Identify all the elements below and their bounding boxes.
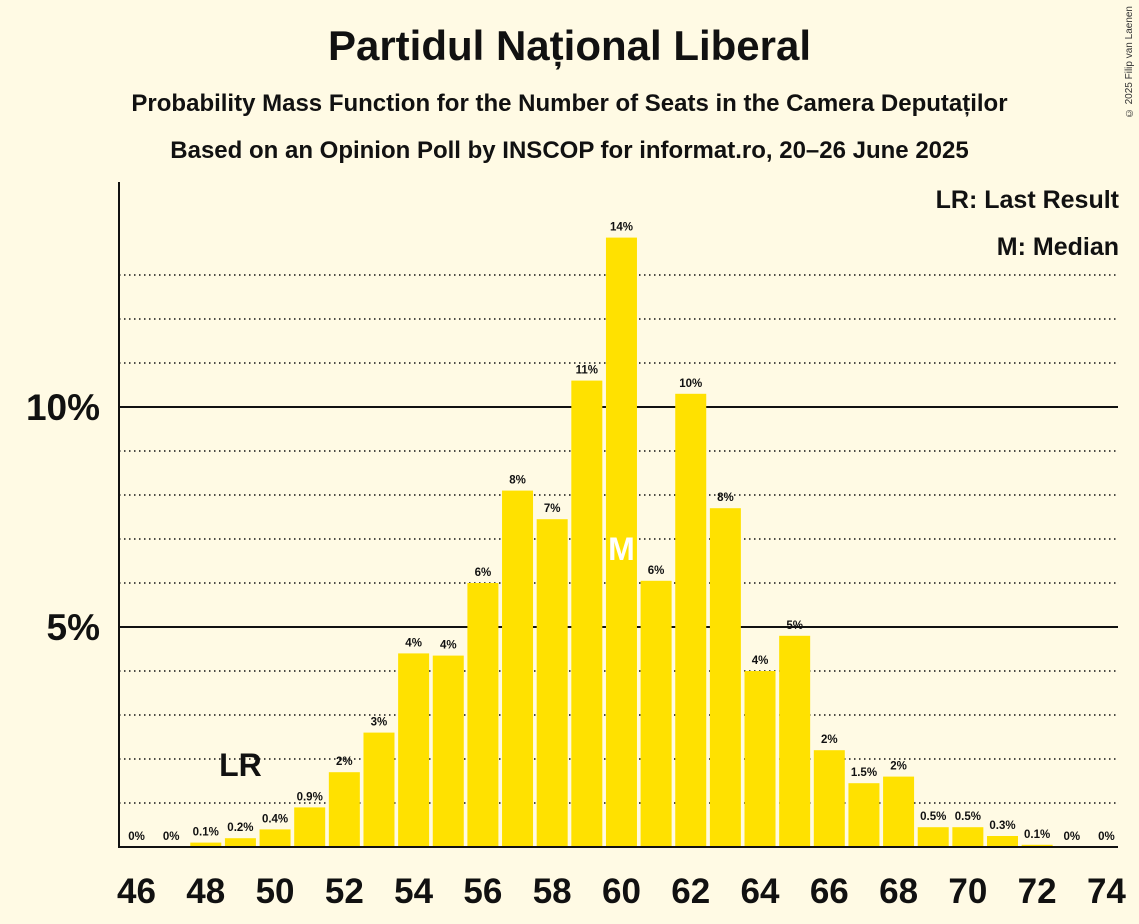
bar-seat-64 [744,671,776,847]
data-label-seat-54: 4% [405,637,422,649]
bar-seat-72 [1021,844,1053,847]
bar-seat-52 [328,772,360,847]
bar-seat-51 [294,807,326,847]
data-label-seat-49: 0.2% [227,822,253,834]
data-label-seat-48: 0.1% [193,827,219,839]
x-tick-label: 58 [533,872,572,911]
data-label-seat-57: 8% [509,475,526,487]
x-tick-label: 62 [671,872,710,911]
x-tick-label: 52 [325,872,364,911]
y-tick-label: 5% [47,607,100,648]
data-label-seat-68: 2% [890,761,907,773]
x-tick-label: 48 [186,872,225,911]
bar-seat-59 [571,380,603,847]
last-result-marker: LR [219,747,262,783]
data-label-seat-58: 7% [544,503,561,515]
median-marker: M [608,531,635,567]
bar-seat-60 [605,237,637,848]
bar-seat-55 [432,655,464,847]
bar-seat-69 [917,827,949,847]
data-label-seat-59: 11% [576,365,598,377]
x-tick-label: 64 [741,872,780,911]
chart-subtitle-source: Based on an Opinion Poll by INSCOP for i… [170,137,969,164]
bar-seat-57 [502,490,534,847]
data-label-seat-69: 0.5% [920,811,946,823]
bar-seat-50 [259,829,291,847]
x-tick-label: 70 [948,872,987,911]
bar-seat-54 [398,653,430,847]
data-label-seat-64: 4% [752,655,769,667]
x-tick-label: 54 [394,872,433,911]
data-label-seat-53: 3% [371,717,388,729]
data-label-seat-56: 6% [475,567,492,579]
bar-seat-70 [952,827,984,847]
x-tick-label: 60 [602,872,641,911]
data-label-seat-74: 0% [1098,831,1115,843]
data-label-seat-63: 8% [717,492,734,504]
x-tick-label: 50 [256,872,295,911]
data-label-seat-46: 0% [128,831,145,843]
chart-subtitle: Probability Mass Function for the Number… [131,90,1008,117]
bar-seat-62 [675,393,707,847]
chart-title: Partidul Național Liberal [327,22,812,69]
x-tick-label: 72 [1018,872,1057,911]
bar-seat-49 [224,838,256,847]
x-tick-label: 56 [463,872,502,911]
data-label-seat-47: 0% [163,831,180,843]
bar-seat-68 [883,776,915,847]
bar-seat-71 [987,836,1018,847]
data-label-seat-65: 5% [786,620,803,632]
bar-seat-53 [363,732,395,847]
bar-seat-67 [848,783,880,847]
data-label-seat-72: 0.1% [1024,829,1050,841]
data-label-seat-71: 0.3% [989,820,1015,832]
x-tick-label: 74 [1087,872,1126,911]
data-label-seat-67: 1.5% [851,767,877,779]
data-label-seat-55: 4% [440,640,457,652]
data-label-seat-70: 0.5% [955,811,981,823]
data-label-seat-62: 10% [679,378,702,390]
data-label-seat-66: 2% [821,734,838,746]
data-label-seat-73: 0% [1063,831,1080,843]
bar-seat-61 [640,580,672,847]
x-tick-label: 68 [879,872,918,911]
bar-seat-58 [536,519,568,847]
bar-seat-63 [709,508,741,847]
legend-median: M: Median [996,233,1119,261]
data-label-seat-52: 2% [336,756,353,768]
legend-last-result: LR: Last Result [935,186,1119,214]
data-label-seat-51: 0.9% [297,791,323,803]
bar-seat-66 [813,750,845,847]
data-label-seat-61: 6% [648,565,665,577]
bar-seat-56 [467,583,499,847]
bar-seat-65 [779,635,811,847]
data-label-seat-50: 0.4% [262,813,288,825]
x-tick-label: 66 [810,872,849,911]
bar-seat-48 [190,842,222,847]
x-tick-label: 46 [117,872,156,911]
data-label-seat-60: 14% [610,222,633,234]
y-tick-label: 10% [26,387,100,428]
